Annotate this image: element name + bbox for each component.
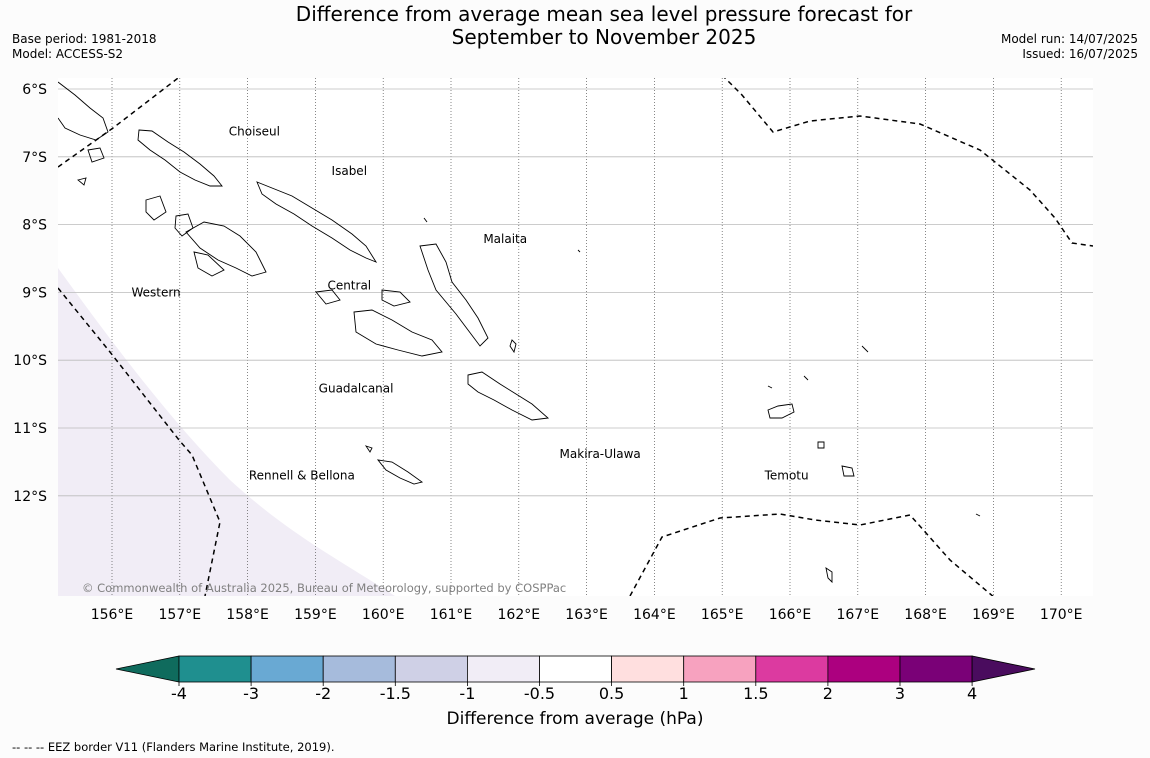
longitude-label: 167°E	[837, 607, 880, 623]
colorbar-segment	[683, 655, 757, 683]
colorbar-tick-label: -4	[171, 684, 187, 703]
latitude-label: 6°S	[22, 82, 47, 98]
colorbar-segment	[827, 655, 901, 683]
latitude-label: 9°S	[22, 285, 47, 301]
coastlines	[58, 81, 981, 584]
latitude-label: 12°S	[13, 489, 47, 505]
model-run: Model run: 14/07/2025	[1000, 32, 1138, 46]
longitude-label: 162°E	[498, 607, 541, 623]
colorbar-tick-label: 2	[823, 684, 833, 703]
longitude-label: 161°E	[430, 607, 473, 623]
colorbar-tick-label: -0.5	[524, 684, 555, 703]
colorbar-under-extension	[115, 655, 180, 683]
region-label: Malaita	[483, 232, 527, 246]
colorbar-segment	[611, 655, 685, 683]
colorbar-tick-label: 3	[895, 684, 905, 703]
longitude-label: 169°E	[972, 607, 1015, 623]
copyright-notice: © Commonwealth of Australia 2025, Bureau…	[82, 581, 566, 595]
colorbar-segment	[899, 655, 973, 683]
longitude-label: 170°E	[1040, 607, 1083, 623]
colorbar-tick-label: -3	[243, 684, 259, 703]
region-label: Rennell & Bellona	[249, 468, 355, 482]
longitude-label: 164°E	[633, 607, 676, 623]
region-label: Isabel	[332, 164, 367, 178]
colorbar-tick-label: -2	[315, 684, 331, 703]
region-label: Temotu	[764, 468, 809, 482]
title-line-2: September to November 2025	[451, 25, 757, 49]
colorbar-tick-label: 0.5	[599, 684, 624, 703]
longitude-label: 163°E	[565, 607, 608, 623]
colorbar-segment	[250, 655, 324, 683]
colorbar-tick-label: -1.5	[380, 684, 411, 703]
chart-title: Difference from average mean sea level p…	[250, 3, 958, 49]
eez-border	[58, 78, 1093, 596]
colorbar-tick-label: 4	[967, 684, 977, 703]
longitude-label: 160°E	[362, 607, 405, 623]
latitude-label: 7°S	[22, 150, 47, 166]
region-label: Central	[327, 279, 371, 293]
longitude-label: 158°E	[226, 607, 269, 623]
forecast-map: Choiseul Isabel Malaita Western Central Guada…	[13, 78, 1093, 623]
region-label: Guadalcanal	[319, 382, 394, 396]
colorbar-segment	[178, 655, 252, 683]
longitude-label: 159°E	[294, 607, 337, 623]
colorbar-segment	[394, 655, 468, 683]
metadata-right: Model run: 14/07/2025 Issued: 16/07/2025	[1001, 32, 1138, 62]
colorbar-segment	[539, 655, 612, 683]
longitude-label: 166°E	[769, 607, 812, 623]
colorbar-segment	[466, 655, 540, 683]
model-name: Model: ACCESS-S2	[12, 47, 124, 61]
colorbar-tick-label: -1	[459, 684, 475, 703]
issued-date: Issued: 16/07/2025	[1022, 47, 1138, 61]
pressure-anomaly-shading	[58, 268, 395, 596]
latitude-label: 11°S	[13, 421, 47, 437]
region-label: Makira-Ulawa	[560, 447, 641, 461]
region-label: Western	[131, 285, 180, 299]
longitude-label: 165°E	[701, 607, 744, 623]
longitude-label: 168°E	[904, 607, 947, 623]
latitude-label: 8°S	[22, 218, 47, 234]
colorbar-over-extension	[971, 655, 1036, 683]
base-period: Base period: 1981-2018	[12, 32, 157, 46]
region-label: Choiseul	[229, 125, 280, 139]
colorbar-segment	[755, 655, 829, 683]
colorbar-segment	[322, 655, 396, 683]
longitude-label: 157°E	[159, 607, 202, 623]
colorbar-tick-label: 1	[679, 684, 689, 703]
title-line-1: Difference from average mean sea level p…	[295, 2, 913, 26]
latitude-label: 10°S	[13, 353, 47, 369]
metadata-left: Base period: 1981-2018 Model: ACCESS-S2	[12, 32, 157, 62]
longitude-label: 156°E	[91, 607, 134, 623]
colorbar-tick-label: 1.5	[743, 684, 768, 703]
colorbar-title: Difference from average (hPa)	[446, 709, 704, 729]
eez-legend-note: -- -- -- EEZ border V11 (Flanders Marine…	[12, 740, 335, 754]
